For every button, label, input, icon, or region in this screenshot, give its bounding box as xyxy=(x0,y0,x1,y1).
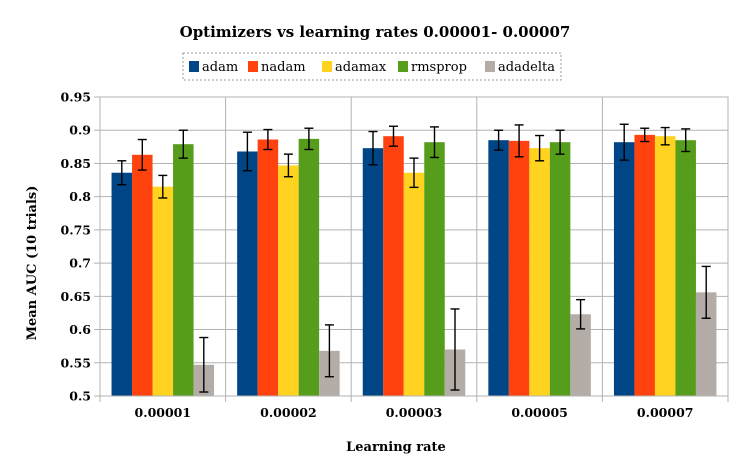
bar-adamax-0.00002 xyxy=(278,165,299,396)
x-tick-label-0: 0.00001 xyxy=(135,405,192,420)
x-tick-label-4: 0.00007 xyxy=(637,405,694,420)
legend-swatch-adamax xyxy=(322,61,332,72)
legend-label-nadam: nadam xyxy=(261,60,306,75)
legend-swatch-nadam xyxy=(248,61,258,72)
bar-rmsprop-0.00003 xyxy=(424,142,445,396)
bar-rmsprop-0.00007 xyxy=(675,140,696,396)
y-tick-label-6: 0.8 xyxy=(69,189,91,204)
y-tick-label-5: 0.75 xyxy=(61,222,91,237)
y-tick-label-1: 0.55 xyxy=(61,355,91,370)
legend-swatch-rmsprop xyxy=(398,61,408,72)
bar-adamax-0.00005 xyxy=(529,148,550,396)
bar-nadam-0.00003 xyxy=(383,136,404,397)
y-tick-label-9: 0.95 xyxy=(61,90,91,105)
bar-rmsprop-0.00002 xyxy=(298,138,320,397)
legend-swatch-adam xyxy=(189,61,199,72)
y-tick-label-4: 0.7 xyxy=(69,256,91,271)
bar-adamax-0.00007 xyxy=(654,136,676,397)
chart-title: Optimizers vs learning rates 0.00001- 0.… xyxy=(180,23,571,41)
bar-adam-0.00001 xyxy=(111,172,133,396)
x-axis-title: Learning rate xyxy=(346,440,446,455)
legend-box xyxy=(182,52,562,81)
x-tick-label-3: 0.00005 xyxy=(511,405,568,420)
bars xyxy=(111,123,717,397)
bar-nadam-0.00005 xyxy=(508,140,530,396)
legend-label-adadelta: adadelta xyxy=(498,60,555,75)
y-tick-label-3: 0.65 xyxy=(61,289,91,304)
y-tick-label-8: 0.9 xyxy=(69,123,91,138)
bar-rmsprop-0.00001 xyxy=(173,144,194,396)
legend-label-rmsprop: rmsprop xyxy=(411,60,467,75)
bar-nadam-0.00001 xyxy=(132,154,153,396)
x-tick-label-1: 0.00002 xyxy=(260,405,317,420)
plot-border xyxy=(99,96,729,397)
bar-nadam-0.00002 xyxy=(257,139,279,396)
x-tick-label-2: 0.00003 xyxy=(386,405,443,420)
legend-label-adam: adam xyxy=(202,60,238,75)
bar-adam-0.00005 xyxy=(488,140,509,396)
bar-adam-0.00002 xyxy=(237,151,258,396)
y-axis-title: Mean AUC (10 trials) xyxy=(25,186,40,341)
bar-rmsprop-0.00005 xyxy=(549,142,571,396)
y-tick-label-7: 0.85 xyxy=(61,156,91,171)
legend: adam nadam adamax rmsprop adadelta xyxy=(182,52,562,81)
bar-adamax-0.00001 xyxy=(152,186,174,396)
y-tick-label-0: 0.5 xyxy=(69,389,91,404)
bar-adam-0.00003 xyxy=(362,148,384,396)
axes: 0.5 0.55 0.6 0.65 0.7 0.75 0.8 0.85 0.9 0.95 0.000… xyxy=(61,90,729,420)
bar-adam-0.00007 xyxy=(613,142,635,396)
legend-label-adamax: adamax xyxy=(335,60,387,75)
legend-swatch-adadelta xyxy=(485,61,495,72)
bar-adadelta-0.00007 xyxy=(695,292,717,396)
bar-adadelta-0.00005 xyxy=(570,314,591,396)
y-tick-label-2: 0.6 xyxy=(69,322,91,337)
bar-adamax-0.00003 xyxy=(403,172,425,396)
bar-nadam-0.00007 xyxy=(634,134,655,396)
